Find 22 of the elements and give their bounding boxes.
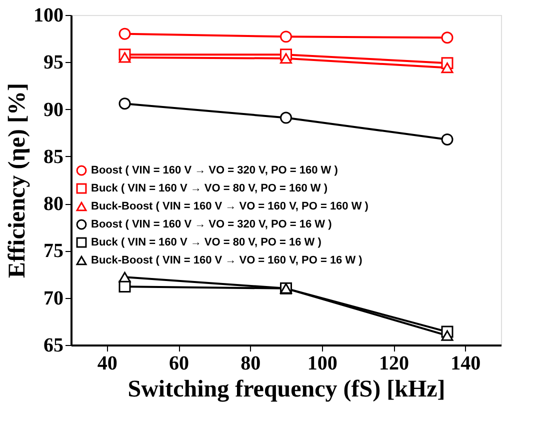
y-tick-label: 65 (44, 334, 64, 356)
legend-label: Buck-Boost ( VIN = 160 V → VO = 160 V, PO = 16 W ) (91, 254, 363, 266)
legend-label: Buck-Boost ( VIN = 160 V → VO = 160 V, PO = 160 W ) (91, 200, 369, 212)
x-tick-label: 100 (307, 352, 338, 374)
x-tick-label: 40 (97, 352, 118, 374)
y-tick-label: 75 (44, 240, 64, 262)
y-tick-label: 100 (34, 4, 64, 26)
legend-label: Boost ( VIN = 160 V → VO = 320 V, PO = 16 W ) (91, 218, 332, 230)
x-axis-title: Switching frequency (fS) [kHz] (128, 376, 446, 402)
y-tick-label: 85 (44, 146, 64, 168)
y-tick-label: 70 (44, 287, 64, 310)
legend-label: Buck ( VIN = 160 V → VO = 80 V, PO = 160 W ) (91, 182, 328, 194)
y-tick-label: 90 (44, 98, 64, 121)
legend-label: Buck ( VIN = 160 V → VO = 80 V, PO = 16 W ) (91, 236, 322, 248)
y-tick-label: 80 (44, 193, 64, 216)
y-tick-label: 95 (44, 52, 64, 74)
x-tick-label: 120 (379, 352, 409, 374)
legend-label: Boost ( VIN = 160 V → VO = 320 V, PO = 160 W ) (91, 164, 338, 176)
x-tick-label: 80 (240, 352, 261, 374)
y-axis-title: Efficiency (ηe) [%] (4, 83, 30, 278)
x-tick-label: 60 (169, 352, 189, 374)
x-tick-label: 140 (450, 352, 481, 374)
